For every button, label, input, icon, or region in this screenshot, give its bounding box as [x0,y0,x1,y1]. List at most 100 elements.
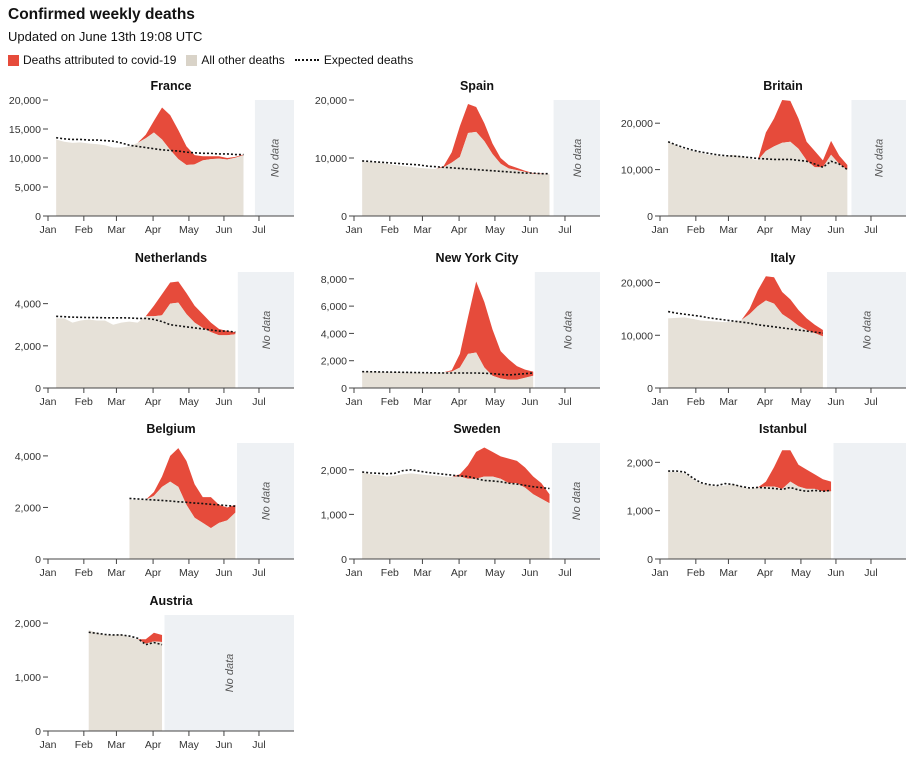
x-tick-label: Jul [252,739,265,751]
y-tick-label: 2,000 [321,465,347,477]
chart-panel-spain: Spain No data 0 10,000 20,000 Jan Feb Mar Apr May… [306,78,606,248]
series-area-other [668,472,832,559]
chart-title: Belgium [146,422,195,436]
y-tick-label: 20,000 [621,278,653,290]
x-tick-label: Jan [346,224,363,236]
x-tick-label: Mar [107,224,126,236]
x-tick-label: Mar [413,567,432,579]
y-tick-label: 10,000 [621,330,653,342]
x-tick-label: Mar [107,396,126,408]
series-area-covid [129,448,236,529]
x-tick-label: Jul [558,567,571,579]
x-tick-label: Jan [652,396,669,408]
chart-svg-belgium: Belgium No data 0 2,000 4,000 Jan Feb Mar Apr May… [15,422,294,579]
no-data-label: No data [562,311,574,350]
no-data-label: No data [874,139,886,178]
no-data-label: No data [260,482,272,521]
y-tick-label: 2,000 [627,457,653,469]
series-area-covid [362,447,550,504]
no-data-region [164,615,294,731]
x-tick-label: Feb [75,224,93,236]
series-area-other [362,472,550,559]
x-tick-label: May [485,224,506,236]
no-data-region [237,272,294,388]
y-tick-label: 2,000 [15,341,41,353]
chart-svg-sweden: Sweden No data 0 1,000 2,000 Jan Feb Mar Apr May J… [321,422,600,579]
y-tick-label: 15,000 [9,124,41,136]
x-tick-label: Jan [346,567,363,579]
chart-svg-spain: Spain No data 0 10,000 20,000 Jan Feb Mar Apr May… [315,79,600,236]
legend-label-expected: Expected deaths [323,53,414,67]
x-tick-label: Mar [719,567,738,579]
legend-item-expected: Expected deaths [294,53,414,67]
chart-title: New York City [436,251,519,265]
chart-title: Netherlands [135,251,207,265]
x-tick-label: Feb [75,739,93,751]
no-data-region [534,272,600,388]
no-data-label: No data [571,482,583,521]
x-tick-label: Mar [719,396,738,408]
chart-panel-new-york-city: New York City No data 0 2,000 4,000 6,000 8,00… [306,250,606,420]
x-tick-label: Jan [346,396,363,408]
x-tick-label: Jun [521,396,538,408]
x-tick-label: May [179,739,200,751]
chart-svg-italy: Italy No data 0 10,000 20,000 Jan Feb Mar Apr May… [621,251,906,408]
chart-panel-britain: Britain No data 0 10,000 20,000 Jan Feb Mar Apr M… [612,78,912,248]
y-tick-label: 0 [35,383,41,395]
chart-title: Italy [770,251,795,265]
chart-svg-britain: Britain No data 0 10,000 20,000 Jan Feb Mar Apr M… [621,79,906,236]
series-area-other [362,352,534,388]
series-line-expected [88,631,163,646]
x-tick-label: Jan [40,396,57,408]
x-tick-label: Feb [687,567,705,579]
legend: Deaths attributed to covid-19 All other … [8,53,423,67]
no-data-label: No data [261,311,273,350]
x-tick-label: Apr [451,396,468,408]
no-data-region [553,100,600,216]
series-area-covid [668,276,823,337]
x-tick-label: May [485,396,506,408]
y-tick-label: 10,000 [315,153,347,165]
series-line-expected [667,141,848,171]
legend-swatch-covid [8,54,19,66]
legend-swatch-other [186,54,198,66]
x-tick-label: May [791,567,812,579]
page-subtitle: Updated on June 13th 19:08 UTC [8,29,203,44]
chart-panel-austria: Austria No data 0 1,000 2,000 Jan Feb Mar Apr May… [0,593,300,763]
no-data-region [826,272,906,388]
chart-title: Spain [460,79,494,93]
series-area-other [56,302,236,388]
series-area-covid [362,281,534,380]
series-area-covid [668,100,848,170]
y-tick-label: 8,000 [321,274,347,286]
y-tick-label: 0 [647,211,653,223]
series-line-expected [362,468,550,490]
x-tick-label: Jul [252,567,265,579]
y-tick-label: 1,000 [321,509,347,521]
y-tick-label: 1,000 [627,506,653,518]
no-data-label: No data [572,139,584,178]
y-tick-label: 4,000 [15,299,41,311]
x-tick-label: Mar [107,739,126,751]
no-data-region [254,100,294,216]
x-tick-label: Apr [145,567,162,579]
series-area-other [88,630,163,731]
legend-label-covid: Deaths attributed to covid-19 [23,53,177,67]
legend-item-other: All other deaths [186,53,285,67]
x-tick-label: Feb [381,396,399,408]
y-tick-label: 0 [35,211,41,223]
x-tick-label: Jul [864,396,877,408]
x-tick-label: Apr [757,396,774,408]
y-tick-label: 0 [341,383,347,395]
series-area-other [362,131,550,216]
x-tick-label: May [791,396,812,408]
series-area-covid [362,104,550,175]
y-tick-label: 10,000 [621,165,653,177]
no-data-label: No data [269,139,281,178]
chart-title: Istanbul [759,422,807,436]
chart-panel-sweden: Sweden No data 0 1,000 2,000 Jan Feb Mar Apr May J… [306,421,606,591]
y-tick-label: 0 [35,554,41,566]
x-tick-label: May [485,567,506,579]
chart-title: France [151,79,192,93]
series-area-other [668,141,848,216]
